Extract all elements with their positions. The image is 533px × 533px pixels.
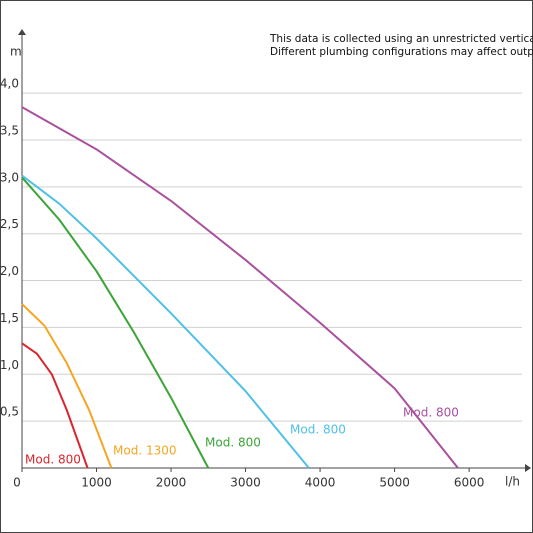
x-axis-label: l/h: [505, 475, 520, 489]
x-tick-label: 4000: [305, 476, 336, 490]
y-tick-label: 2,5: [0, 217, 19, 231]
x-arrow: [525, 464, 531, 472]
y-tick-label: 1,5: [0, 311, 19, 325]
x-tick-label: 5000: [379, 476, 410, 490]
y-tick-label: 2,0: [0, 264, 19, 278]
curve: [21, 303, 113, 469]
curve: [21, 342, 89, 469]
series-label: Mod. 800: [25, 453, 81, 467]
x-tick-label: 1000: [81, 476, 112, 490]
series-label: Mod. 800: [205, 436, 261, 450]
y-tick-label: 0,5: [0, 405, 19, 419]
y-arrow: [18, 29, 26, 35]
y-tick-label: 1,0: [0, 358, 19, 372]
note: This data is collected using an unrestri…: [269, 33, 533, 45]
series-label: Mod. 1300: [113, 444, 176, 458]
note: Different plumbing configurations may af…: [270, 46, 533, 58]
series-label: Mod. 800: [290, 423, 346, 437]
x-tick-label: 3000: [230, 476, 261, 490]
y-tick-label: 4,0: [0, 77, 19, 91]
x-tick-label: 2000: [156, 476, 187, 490]
y-tick-label: 3,0: [0, 170, 19, 184]
y-axis-label: m: [10, 45, 22, 59]
x-tick-label: 0: [13, 476, 21, 490]
curve: [21, 106, 459, 469]
curve: [21, 176, 210, 469]
series-label: Mod. 800: [403, 406, 459, 420]
curve: [21, 174, 310, 469]
y-tick-label: 3,5: [0, 123, 19, 137]
x-tick-label: 6000: [454, 476, 485, 490]
